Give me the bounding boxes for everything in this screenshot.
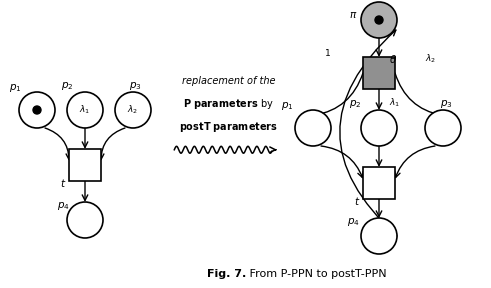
Text: $p_1$: $p_1$	[9, 82, 21, 94]
Text: $\mathbf{postT\ parameters}$: $\mathbf{postT\ parameters}$	[179, 120, 278, 134]
Text: Fig. 7.: Fig. 7.	[207, 269, 246, 279]
Circle shape	[375, 16, 383, 24]
Circle shape	[67, 202, 103, 238]
Text: $p_1$: $p_1$	[281, 100, 293, 112]
Circle shape	[295, 110, 331, 146]
Bar	[363, 167, 395, 199]
Text: $\lambda_2$: $\lambda_2$	[128, 104, 138, 116]
Text: replacement of the: replacement of the	[182, 76, 275, 86]
Text: $p_4$: $p_4$	[56, 200, 69, 212]
Circle shape	[361, 110, 397, 146]
Text: $p_3$: $p_3$	[129, 80, 141, 92]
Text: $\lambda_2$: $\lambda_2$	[425, 53, 436, 65]
Circle shape	[33, 106, 41, 114]
Bar	[363, 57, 395, 89]
Text: $t$: $t$	[354, 195, 360, 207]
Text: $\mathbf{P\ parameters}$ by: $\mathbf{P\ parameters}$ by	[183, 97, 273, 111]
Text: $\lambda_1$: $\lambda_1$	[80, 104, 91, 116]
Text: $\pi$: $\pi$	[349, 10, 357, 20]
Circle shape	[19, 92, 55, 128]
Circle shape	[361, 218, 397, 254]
Bar	[69, 149, 101, 181]
Text: $p_2$: $p_2$	[61, 80, 73, 92]
Text: $1$: $1$	[324, 48, 330, 58]
Circle shape	[361, 2, 397, 38]
Text: $p_2$: $p_2$	[349, 98, 361, 110]
Circle shape	[425, 110, 461, 146]
Text: $\theta$: $\theta$	[389, 53, 397, 65]
Circle shape	[67, 92, 103, 128]
Text: $p_3$: $p_3$	[439, 98, 452, 110]
Circle shape	[115, 92, 151, 128]
Text: $\lambda_1$: $\lambda_1$	[389, 97, 401, 109]
Text: $p_4$: $p_4$	[347, 216, 359, 228]
Text: $t$: $t$	[60, 177, 66, 189]
Text: From P-PPN to postT-PPN: From P-PPN to postT-PPN	[246, 269, 386, 279]
